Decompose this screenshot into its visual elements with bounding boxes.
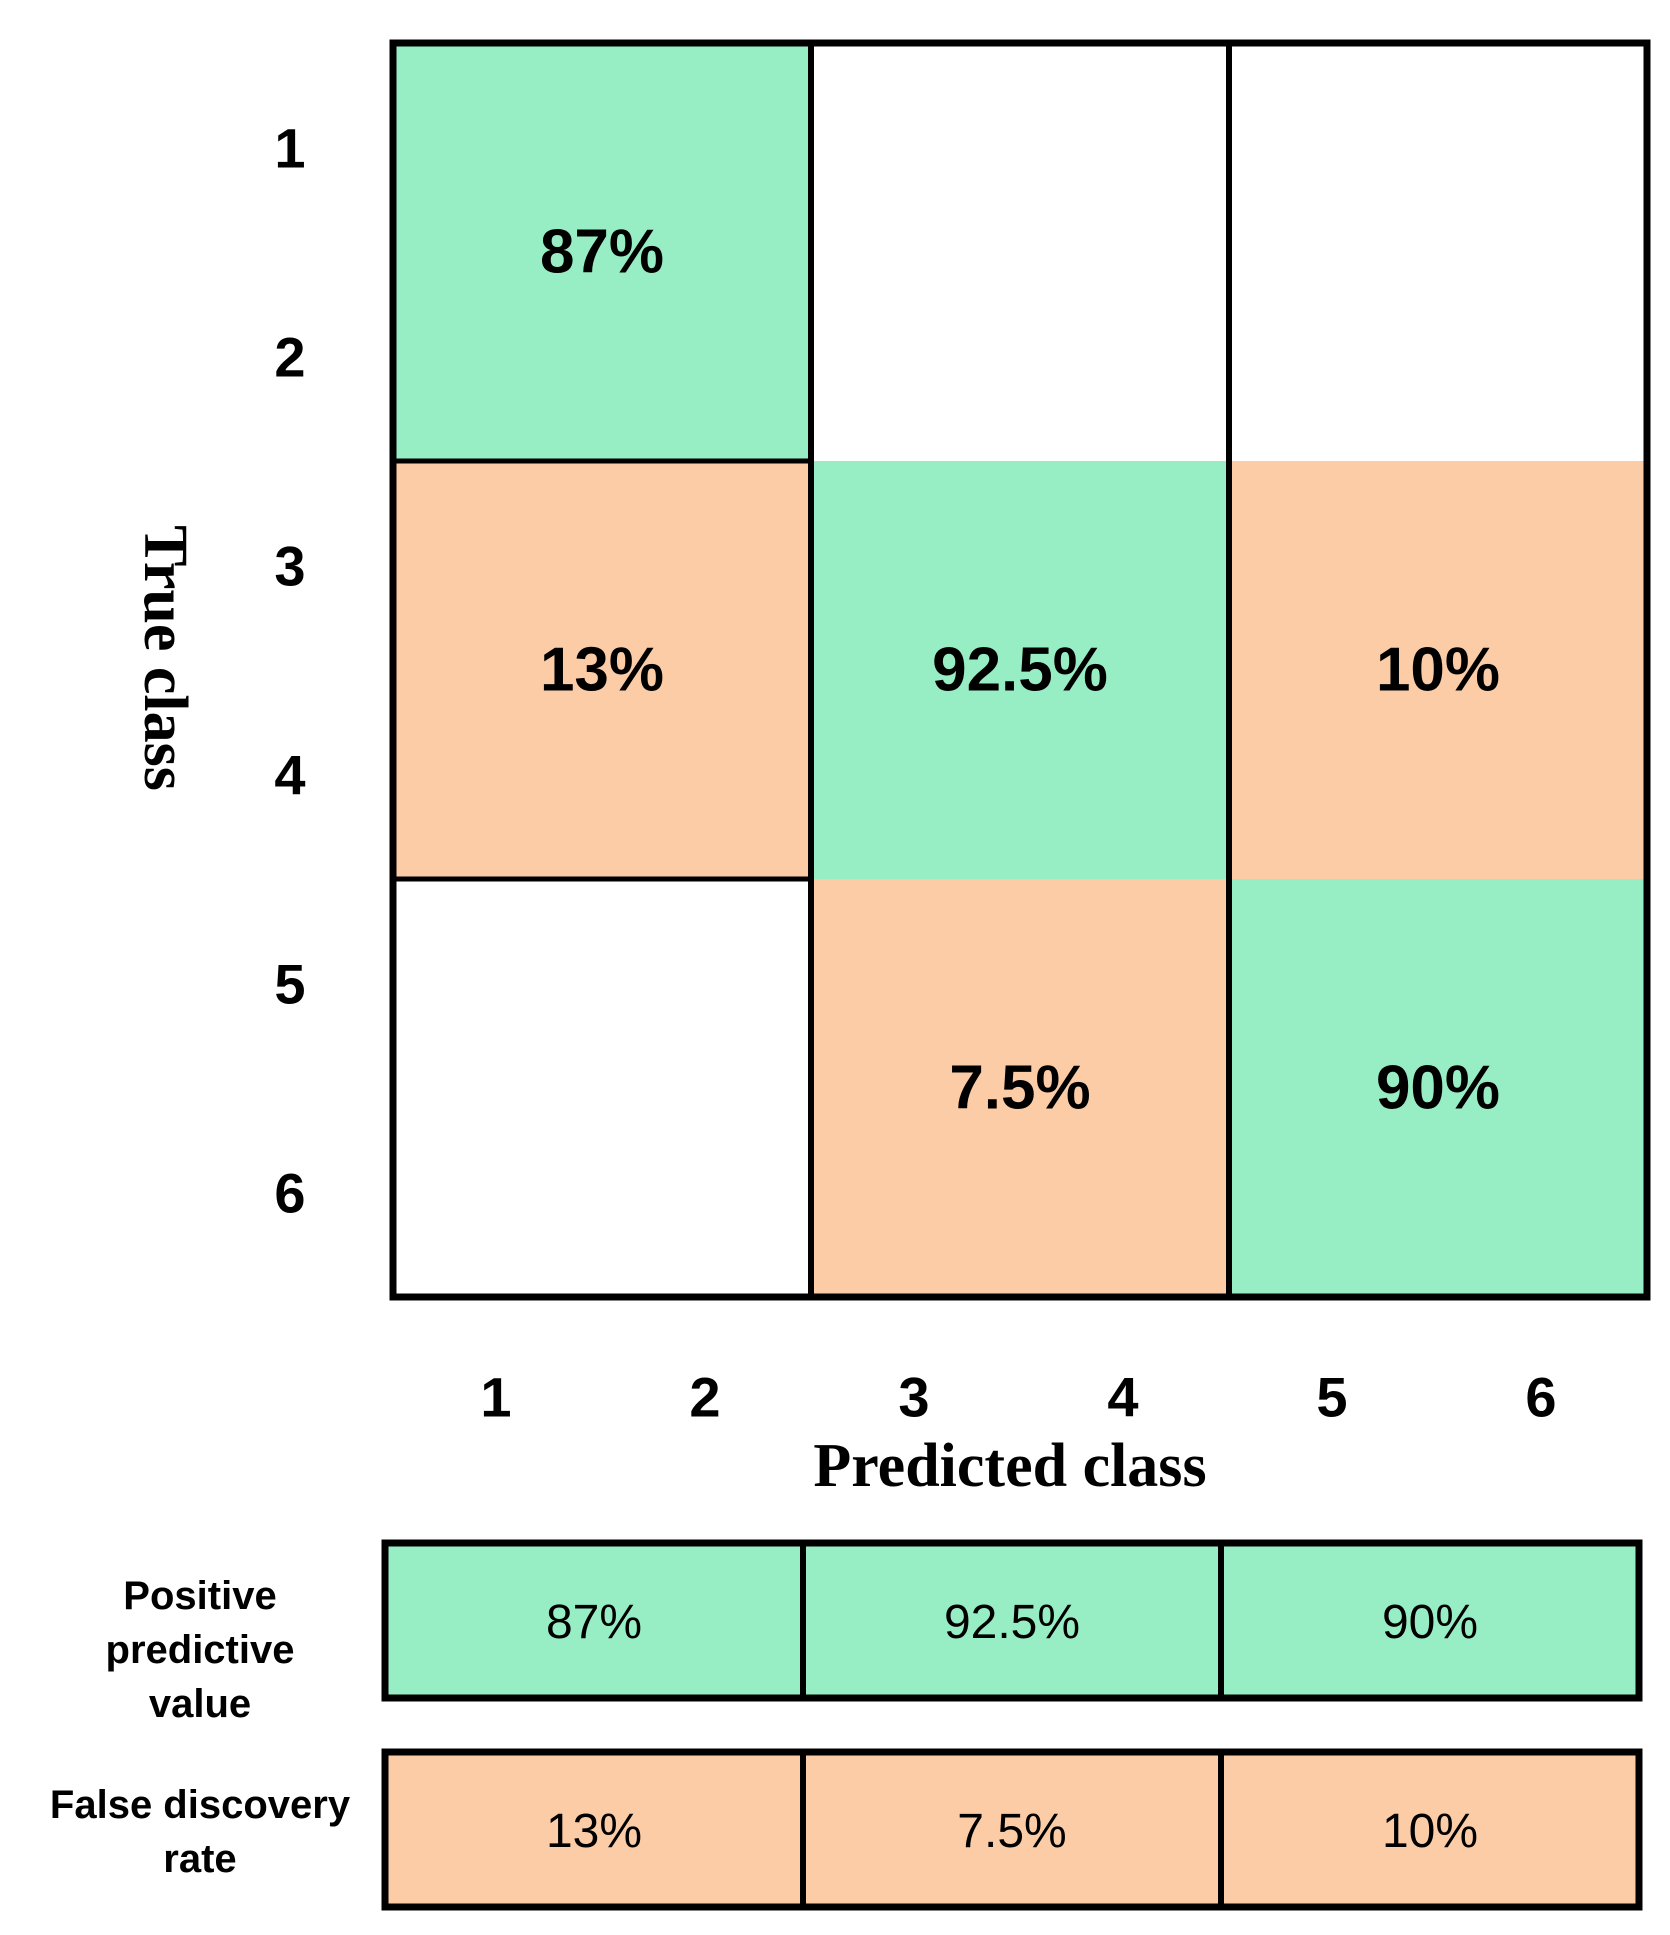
matrix-cell-r3-c3 (1229, 879, 1647, 1297)
y-axis-title: True class (131, 525, 199, 791)
summary-value: 7.5% (957, 1805, 1066, 1858)
matrix-cell-r1-c3 (1229, 43, 1647, 461)
matrix-cell-value-r1-c1: 87% (540, 218, 664, 287)
x-tick-label: 4 (1107, 1366, 1138, 1429)
matrix-cell-r2-c2 (811, 461, 1229, 879)
summary-table: 87% 92.5% 90% Positive predictive value 13% 7.5… (50, 1539, 1643, 1911)
summary-row-label: rate (163, 1837, 236, 1881)
y-axis-ticks: 1 2 3 4 5 6 (274, 117, 305, 1225)
y-tick-label: 6 (274, 1162, 305, 1225)
summary-row-label: predictive (106, 1628, 295, 1672)
y-tick-label: 4 (274, 744, 305, 807)
matrix-cell-value-r3-c2: 7.5% (949, 1054, 1090, 1123)
matrix-cell-value-r2-c3: 10% (1376, 636, 1500, 705)
y-tick-label: 3 (274, 535, 305, 598)
y-tick-label: 5 (274, 953, 305, 1016)
confusion-matrix: 87% 13% 92.5% 10% 7.5% 90% (389, 39, 1651, 1301)
x-tick-label: 6 (1525, 1366, 1556, 1429)
summary-value: 13% (546, 1805, 642, 1858)
matrix-cell-r1-c1 (393, 43, 811, 461)
summary-value: 87% (546, 1596, 642, 1649)
summary-value: 90% (1382, 1596, 1478, 1649)
matrix-cell-r1-c2 (811, 43, 1229, 461)
matrix-cell-value-r3-c3: 90% (1376, 1054, 1500, 1123)
summary-value: 10% (1382, 1805, 1478, 1858)
x-tick-label: 5 (1316, 1366, 1347, 1429)
x-tick-label: 1 (480, 1366, 511, 1429)
matrix-cell-value-r2-c1: 13% (540, 636, 664, 705)
x-axis-title: Predicted class (813, 1432, 1206, 1500)
matrix-cell-r2-c3 (1229, 461, 1647, 879)
matrix-cell-r3-c1 (393, 879, 811, 1297)
matrix-cell-r3-c2 (811, 879, 1229, 1297)
y-tick-label: 1 (274, 117, 305, 180)
summary-cell-r2-c1 (385, 1752, 803, 1907)
summary-row-label: value (149, 1682, 251, 1726)
x-tick-label: 2 (689, 1366, 720, 1429)
y-tick-label: 2 (274, 326, 305, 389)
summary-cell-r2-c2 (803, 1752, 1221, 1907)
matrix-cell-r2-c1 (393, 461, 811, 879)
matrix-border (389, 39, 1651, 1301)
matrix-cell-value-r2-c2: 92.5% (932, 636, 1108, 705)
summary-row-label: Positive (123, 1574, 276, 1618)
summary-cell-r2-c3 (1221, 1752, 1639, 1907)
x-axis-ticks: 1 2 3 4 5 6 (480, 1366, 1556, 1429)
x-tick-label: 3 (898, 1366, 929, 1429)
summary-border (381, 1539, 1643, 1702)
summary-border (381, 1748, 1643, 1911)
summary-cell-r1-c3 (1221, 1543, 1639, 1698)
summary-value: 92.5% (944, 1596, 1080, 1649)
summary-cell-r1-c2 (803, 1543, 1221, 1698)
summary-row-label: False discovery (50, 1783, 351, 1827)
summary-cell-r1-c1 (385, 1543, 803, 1698)
